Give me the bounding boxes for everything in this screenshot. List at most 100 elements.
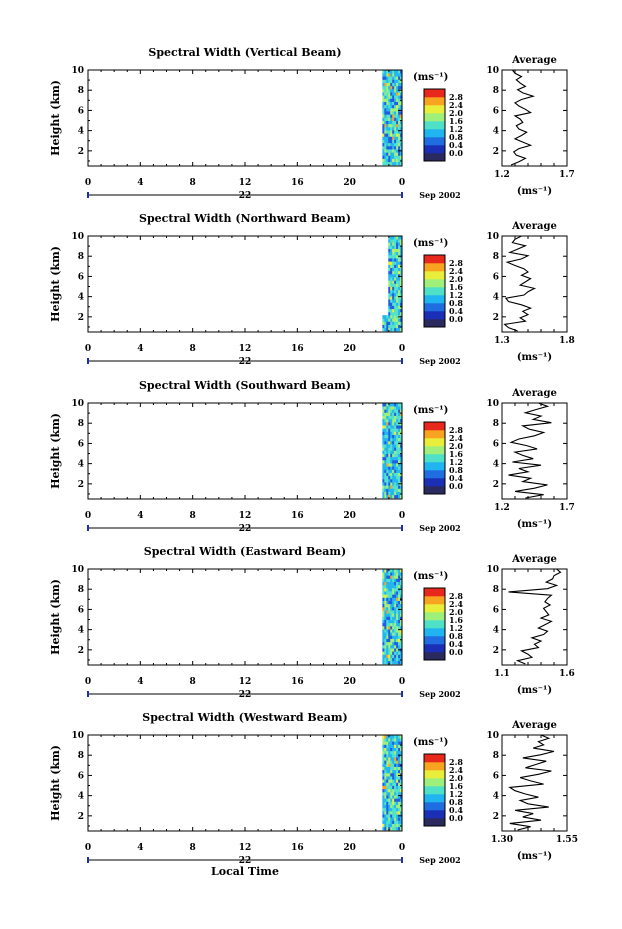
heatmap-cell	[390, 591, 393, 595]
heatmap-cell	[382, 779, 385, 783]
heatmap-cell	[390, 641, 393, 646]
heatmap-cell	[390, 575, 393, 579]
average-title: Average	[511, 221, 557, 232]
heatmap-cell	[396, 289, 399, 294]
heatmap-cell	[382, 632, 385, 636]
heatmap-cell	[400, 651, 403, 655]
heatmap-cell	[384, 807, 387, 812]
heatmap-cell	[388, 814, 391, 818]
heatmap-cell	[398, 324, 401, 329]
average-profile-line	[508, 402, 552, 499]
heatmap-cell	[382, 139, 385, 144]
heatmap-cell	[388, 324, 391, 329]
heatmap-cell	[394, 769, 397, 774]
colorbar-segment	[424, 802, 445, 811]
heatmap-cell	[398, 622, 401, 627]
heatmap-cell	[400, 606, 403, 611]
heatmap-cell	[388, 258, 391, 262]
heatmap-cell	[396, 406, 399, 410]
heatmap-cell	[400, 798, 403, 802]
heatmap-cell	[398, 597, 401, 601]
heatmap-cell	[386, 155, 389, 159]
heatmap-cell	[396, 236, 399, 240]
heatmap-cell	[394, 152, 397, 156]
month-label: Sep 2002	[419, 523, 461, 533]
heatmap-cell	[384, 776, 387, 780]
heatmap-cell	[398, 472, 401, 477]
heatmap-cell	[384, 488, 387, 492]
heatmap-cell	[394, 459, 397, 464]
heatmap-cell	[396, 616, 399, 620]
heatmap-cell	[392, 267, 395, 272]
heatmap-cell	[384, 142, 387, 147]
heatmap-cell	[390, 776, 393, 780]
heatmap-cell	[390, 292, 393, 297]
heatmap-cell	[398, 447, 401, 451]
heatmap-cell	[384, 130, 387, 134]
heatmap-cell	[398, 459, 401, 464]
heatmap-cell	[396, 641, 399, 646]
heatmap-cell	[384, 403, 387, 407]
heatmap-cell	[382, 648, 385, 652]
heatmap-cell	[392, 744, 395, 748]
heatmap-cell	[398, 600, 401, 605]
average-x-label: (ms⁻¹)	[517, 851, 552, 862]
heatmap-cell	[400, 92, 403, 96]
heatmap-cell	[400, 76, 403, 80]
heatmap-cell	[384, 578, 387, 582]
heatmap-cell	[392, 625, 395, 630]
heatmap-cell	[390, 638, 393, 643]
heatmap-cell	[388, 292, 391, 297]
heatmap-cell	[392, 280, 395, 284]
heatmap-cell	[386, 472, 389, 477]
average-frame	[501, 402, 568, 500]
heatmap-cell	[386, 817, 389, 821]
colorbar-tick-label: 0.8	[449, 797, 463, 807]
heatmap-cell	[382, 88, 385, 93]
heatmap-cell	[396, 152, 399, 156]
heatmap-cell	[396, 311, 399, 316]
heatmap-cell	[394, 70, 397, 74]
average-x-label: (ms⁻¹)	[517, 685, 552, 696]
average-y-tick-label: 8	[493, 419, 499, 429]
heatmap-cell	[400, 120, 403, 125]
heatmap-cell	[384, 657, 387, 662]
heatmap-cell	[388, 242, 391, 246]
heatmap-cell	[394, 107, 397, 112]
heatmap-cell	[400, 418, 403, 423]
heatmap-cell	[392, 98, 395, 102]
heatmap-cell	[386, 651, 389, 655]
day-label: 22	[239, 357, 252, 367]
average-y-tick-label: 2	[493, 313, 499, 323]
plot-frame	[87, 568, 403, 666]
heatmap-cell	[398, 779, 401, 783]
heatmap-cell	[384, 616, 387, 620]
heatmap-cell	[390, 133, 393, 137]
heatmap-cell	[390, 403, 393, 407]
heatmap-cell	[382, 155, 385, 159]
heatmap-cell	[394, 311, 397, 316]
heatmap-cell	[398, 248, 401, 253]
heatmap-cell	[386, 82, 389, 87]
heatmap-cell	[388, 660, 391, 665]
heatmap-cell	[388, 76, 391, 80]
heatmap-cell	[394, 315, 397, 319]
heatmap-cell	[386, 406, 389, 410]
heatmap-cell	[398, 101, 401, 106]
heatmap-cell	[386, 92, 389, 96]
heatmap-cell	[396, 581, 399, 586]
heatmap-cell	[382, 469, 385, 473]
x-tick-label: 0	[85, 344, 91, 354]
heatmap-cell	[394, 242, 397, 246]
heatmap-cell	[396, 296, 399, 300]
heatmap-cell	[384, 447, 387, 451]
heatmap-cell	[400, 88, 403, 93]
heatmap-cell	[390, 111, 393, 115]
heatmap-cell	[382, 810, 385, 815]
heatmap-cell	[384, 324, 387, 329]
heatmap-cell	[392, 88, 395, 93]
heatmap-cell	[400, 657, 403, 662]
heatmap-cell	[382, 760, 385, 764]
heatmap-cell	[394, 619, 397, 624]
heatmap-cell	[388, 603, 391, 608]
